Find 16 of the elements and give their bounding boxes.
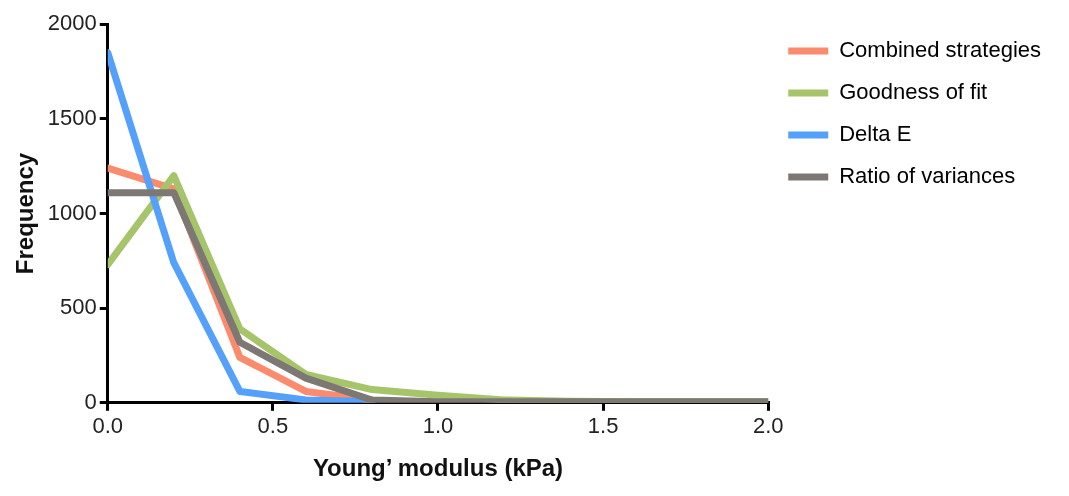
- legend-label: Ratio of variances: [839, 163, 1016, 189]
- y-axis-title: Frequency: [11, 152, 39, 275]
- y-tick-label: 1000: [47, 199, 97, 225]
- x-tick-label: 2.0: [752, 413, 784, 439]
- x-axis-title: Young’ modulus (kPa): [312, 454, 564, 482]
- legend-label: Delta E: [839, 121, 912, 147]
- x-tick-label: 0.5: [257, 413, 289, 439]
- x-tick-label: 1.0: [422, 413, 454, 439]
- x-tick-label: 0.0: [92, 413, 124, 439]
- y-tick-label: 1500: [47, 104, 97, 130]
- y-tick-label: 2000: [47, 10, 97, 36]
- y-tick-label: 0: [84, 388, 97, 414]
- y-tick-label: 500: [60, 294, 97, 320]
- legend-label: Goodness of fit: [839, 79, 988, 105]
- legend-label: Combined strategies: [839, 37, 1042, 63]
- x-tick-label: 1.5: [587, 413, 619, 439]
